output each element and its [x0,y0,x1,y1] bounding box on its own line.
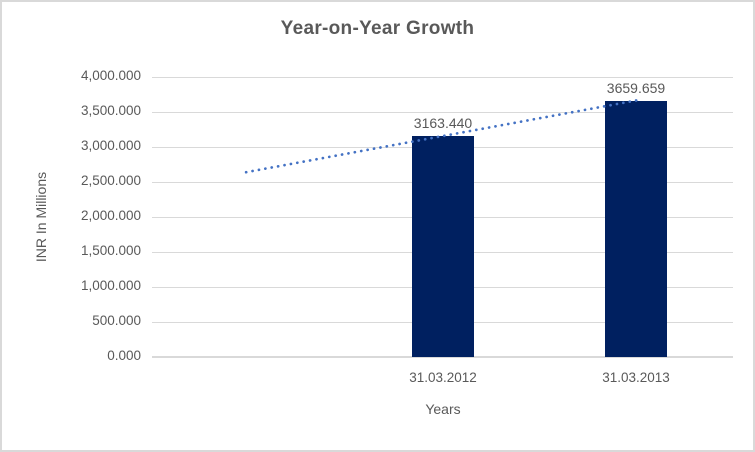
y-tick-label: 1,500.000 [80,243,141,258]
chart-title: Year-on-Year Growth [280,18,475,39]
x-axis-title: Years [425,401,461,417]
y-tick-label: 3,500.000 [80,103,141,118]
gridline [152,112,733,113]
y-tick-label: 2,500.000 [80,173,141,188]
y-tick-label: 1,000.000 [80,278,141,293]
y-tick-label: 0.000 [107,348,141,363]
data-label: 3163.440 [413,115,473,131]
trendline [244,98,640,174]
y-tick-label: 3,000.000 [80,138,141,153]
x-axis-line [152,356,733,358]
y-tick-label: 4,000.000 [80,68,141,83]
x-tick-label: 31.03.2012 [409,370,477,385]
trendline-path [244,98,640,174]
y-tick-label: 2,000.000 [80,208,141,223]
gridline [152,77,733,78]
y-tick-label: 500.000 [92,313,141,328]
bar [412,136,474,357]
data-label: 3659.659 [606,80,666,96]
plot-area [152,77,733,358]
x-tick-label: 31.03.2013 [602,370,670,385]
bar [605,101,667,357]
